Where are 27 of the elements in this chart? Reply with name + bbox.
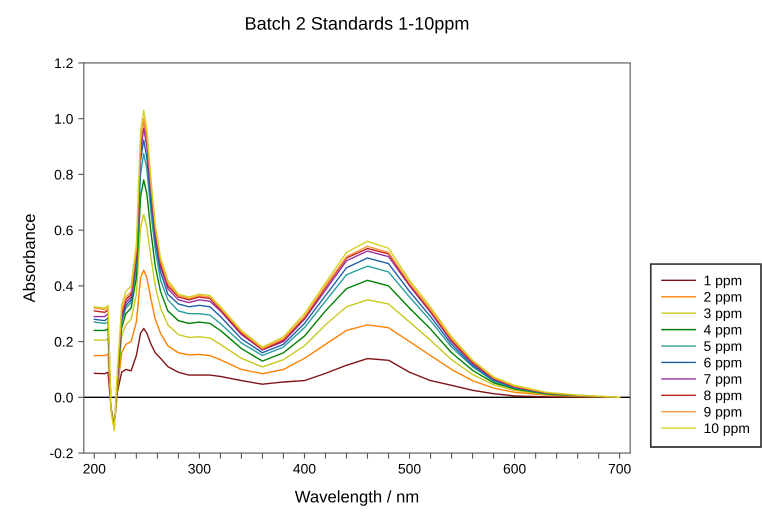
x-tick-label: 400 xyxy=(293,464,316,474)
y-tick-label: 0.2 xyxy=(54,336,73,347)
y-tick-label: 0.8 xyxy=(54,170,73,180)
x-axis-title: Wavelength / nm xyxy=(294,490,418,506)
x-tick-label: 200 xyxy=(83,464,106,474)
legend-label: 9 ppm xyxy=(704,406,742,420)
y-tick-label: 0.6 xyxy=(54,225,73,236)
y-tick-label: 1.2 xyxy=(55,58,73,68)
legend-label: 7 ppm xyxy=(704,374,742,387)
x-tick-label: 700 xyxy=(608,464,631,474)
legend-label: 10 ppm xyxy=(704,423,749,436)
legend-label: 6 ppm xyxy=(704,358,742,370)
y-tick-label: 0.0 xyxy=(54,392,73,402)
y-tick-label: 1.0 xyxy=(55,114,73,124)
x-tick-label: 300 xyxy=(188,464,210,474)
legend-label: 3 ppm xyxy=(704,308,742,321)
chart-title: Batch 2 Standards 1-10ppm xyxy=(246,16,468,34)
x-tick-label: 500 xyxy=(398,464,421,474)
y-tick-label: -0.2 xyxy=(50,448,73,458)
legend-label: 4 ppm xyxy=(704,324,742,338)
y-axis-title: Absorbance xyxy=(22,214,36,302)
y-tick-label: 0.4 xyxy=(54,281,73,292)
legend-label: 8 ppm xyxy=(704,390,742,404)
legend-label: 2 ppm xyxy=(704,292,742,305)
legend-label: 1 ppm xyxy=(704,276,742,288)
legend-label: 5 ppm xyxy=(704,341,742,354)
x-tick-label: 600 xyxy=(504,464,526,474)
